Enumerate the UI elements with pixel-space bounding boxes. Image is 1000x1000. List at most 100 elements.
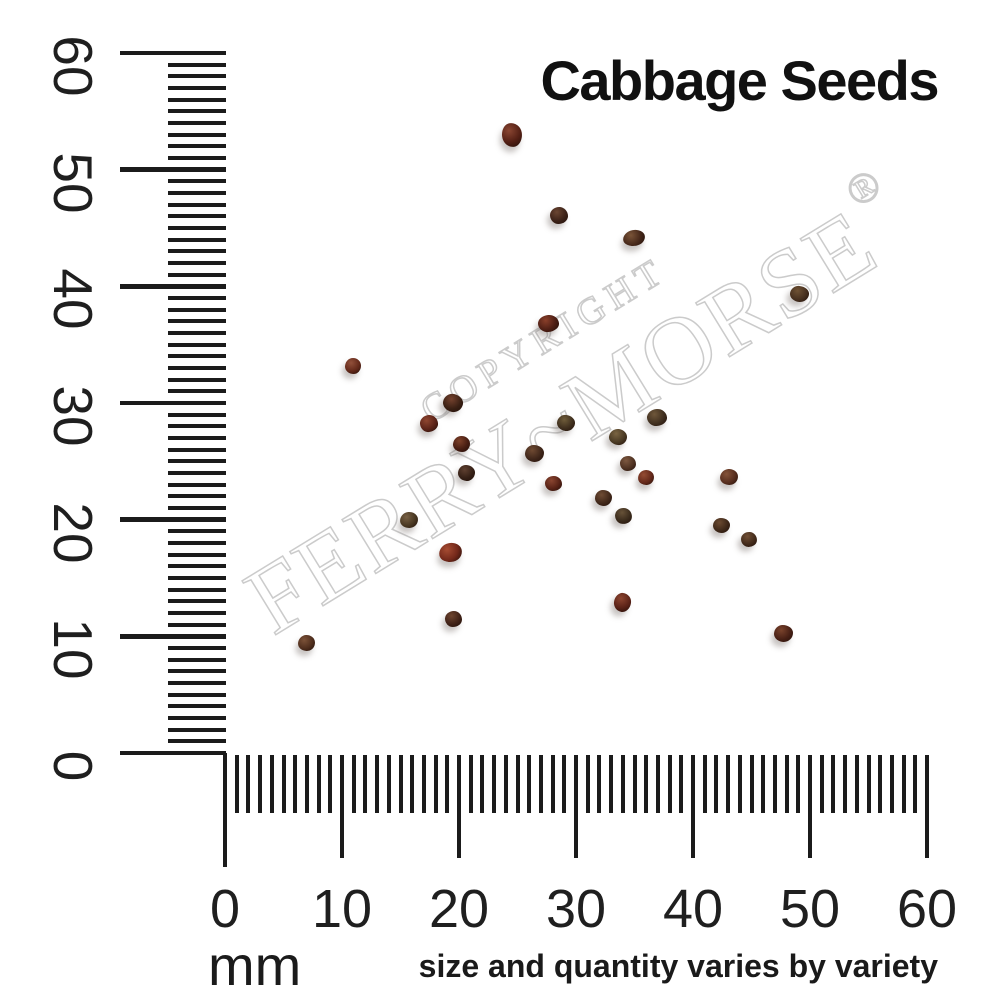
ruler-tick-minor	[168, 132, 226, 137]
ruler-tick-minor	[168, 587, 226, 592]
ruler-tick-minor	[168, 179, 226, 184]
ruler-tick-minor	[168, 529, 226, 534]
ruler-tick-minor	[168, 74, 226, 79]
ruler-tick-minor	[168, 319, 226, 324]
ruler-tick-major	[456, 755, 462, 858]
ruler-tick-minor	[468, 755, 473, 813]
ruler-tick-minor	[609, 755, 614, 813]
ruler-tick-minor	[620, 755, 625, 813]
seed	[621, 228, 647, 248]
ruler-tick-minor	[168, 62, 226, 67]
ruler-tick-minor	[168, 716, 226, 720]
ruler-tick-minor	[168, 249, 226, 254]
ruler-tick-minor	[168, 342, 226, 347]
ruler-tick-minor	[772, 755, 777, 813]
bottom-caption: size and quantity varies by variety	[418, 948, 938, 984]
seed	[740, 530, 758, 548]
ruler-tick-minor	[269, 755, 274, 813]
ruler-tick-minor	[737, 755, 742, 813]
ruler-tick-minor	[878, 755, 883, 813]
ruler-tick-major	[120, 50, 226, 56]
ruler-tick-minor	[168, 611, 226, 615]
ruler-tick-minor	[421, 755, 426, 813]
ruler-tick-minor	[168, 681, 226, 685]
seed	[594, 490, 612, 506]
ruler-tick-minor	[503, 755, 508, 813]
seed	[719, 468, 739, 486]
ruler-label-40: 40	[42, 268, 104, 330]
ruler-tick-minor	[168, 307, 226, 312]
ruler-tick-minor	[168, 471, 226, 475]
ruler-tick-minor	[168, 576, 226, 580]
ruler-tick-minor	[168, 436, 226, 440]
ruler-label-60: 60	[896, 879, 958, 939]
ruler-tick-minor	[258, 755, 263, 813]
ruler-tick-minor	[168, 494, 226, 499]
ruler-tick-minor	[168, 657, 226, 662]
seed	[637, 468, 655, 486]
ruler-tick-minor	[749, 755, 754, 813]
ruler-tick-major	[573, 755, 579, 858]
ruler-tick-minor	[714, 755, 719, 813]
ruler-tick-minor	[328, 755, 333, 813]
ruler-tick-minor	[168, 459, 226, 464]
ruler-tick-minor	[168, 354, 226, 359]
ruler-tick-minor	[168, 622, 226, 627]
ruler-tick-minor	[293, 755, 298, 813]
ruler-tick-major	[120, 634, 226, 639]
ruler-tick-minor	[667, 755, 672, 813]
ruler-label-50: 50	[42, 152, 104, 214]
ruler-label-30: 30	[42, 385, 104, 447]
ruler-tick-minor	[168, 646, 226, 650]
ruler-tick-minor	[168, 121, 226, 125]
ruler-tick-minor	[655, 755, 660, 813]
ruler-tick-major	[120, 750, 226, 756]
ruler-tick-major	[807, 755, 813, 858]
ruler-tick-major	[120, 517, 226, 522]
ruler-tick-minor	[168, 144, 226, 149]
ruler-tick-minor	[168, 447, 226, 452]
ruler-tick-minor	[168, 552, 226, 557]
ruler-tick-major	[339, 755, 345, 858]
seed	[612, 591, 632, 613]
brand-watermark: FERRY~MORSE®	[222, 160, 927, 656]
ruler-label-30: 30	[545, 879, 607, 939]
ruler-tick-minor	[316, 755, 321, 813]
ruler-tick-minor	[246, 755, 251, 813]
ruler-tick-minor	[168, 599, 226, 604]
ruler-tick-minor	[168, 109, 226, 114]
ruler-tick-minor	[168, 541, 226, 545]
ruler-tick-minor	[168, 191, 226, 195]
ruler-tick-minor	[410, 755, 415, 813]
ruler-tick-minor	[168, 202, 226, 207]
seed	[620, 455, 636, 471]
ruler-tick-minor	[562, 755, 567, 813]
ruler-tick-minor	[433, 755, 438, 813]
ruler-tick-minor	[168, 377, 226, 382]
ruler-label-50: 50	[779, 879, 841, 939]
ruler-tick-minor	[363, 755, 368, 813]
seed	[296, 634, 316, 652]
ruler-tick-minor	[168, 366, 226, 370]
ruler-tick-minor	[632, 755, 637, 813]
ruler-tick-corner	[222, 753, 228, 867]
ruler-label-0: 0	[209, 879, 241, 939]
ruler-tick-minor	[679, 755, 684, 813]
seed	[444, 611, 462, 627]
ruler-tick-minor	[796, 755, 801, 813]
ruler-tick-minor	[644, 755, 649, 813]
ruler-tick-minor	[527, 755, 532, 813]
ruler-label-40: 40	[662, 879, 724, 939]
ruler-label-60: 60	[42, 35, 104, 97]
ruler-tick-minor	[168, 704, 226, 709]
ruler-tick-minor	[901, 755, 906, 813]
ruler-tick-minor	[168, 727, 226, 732]
ruler-tick-minor	[375, 755, 380, 813]
ruler-tick-minor	[168, 86, 226, 90]
ruler-tick-minor	[702, 755, 707, 813]
ruler-unit-label: mm	[208, 934, 302, 997]
seed	[544, 475, 562, 491]
ruler-tick-minor	[761, 755, 766, 813]
ruler-tick-minor	[480, 755, 485, 813]
